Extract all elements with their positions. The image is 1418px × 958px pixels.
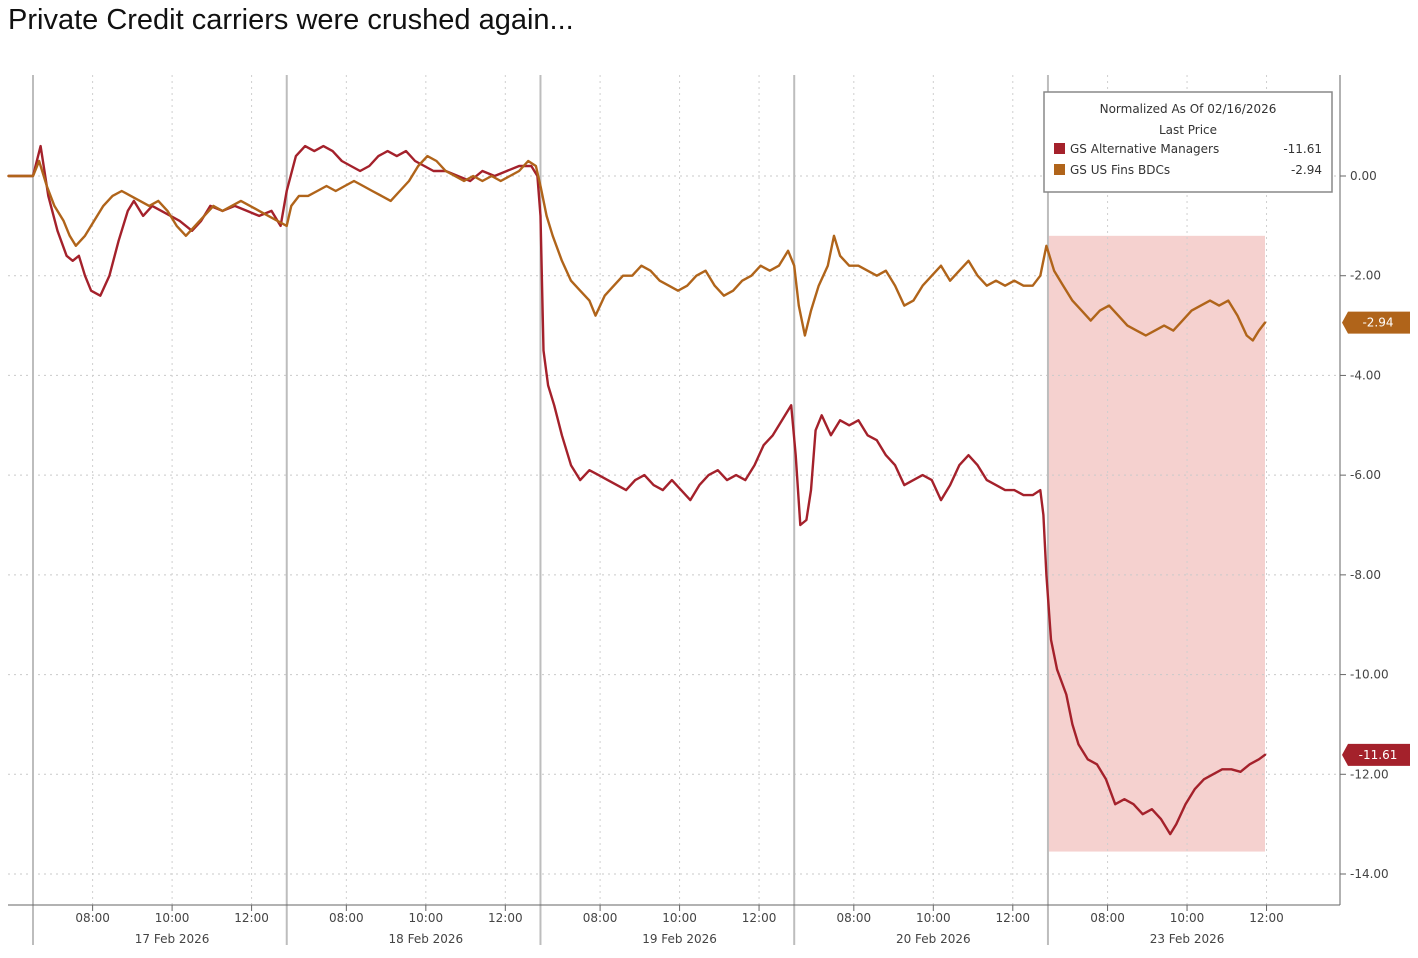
x-tick-label: 08:00	[1090, 911, 1125, 925]
x-tick-label: 10:00	[1170, 911, 1205, 925]
y-tick-label: -6.00	[1350, 468, 1381, 482]
x-tick-label: 08:00	[837, 911, 872, 925]
legend-swatch	[1054, 143, 1065, 154]
legend-series-value: -11.61	[1283, 142, 1322, 156]
x-tick-label: 12:00	[1249, 911, 1284, 925]
y-tick-label: -12.00	[1350, 767, 1389, 781]
last-value-badge	[1342, 743, 1410, 766]
legend-title: Last Price	[1159, 123, 1217, 137]
x-day-label: 20 Feb 2026	[896, 932, 971, 946]
last-value-badge	[1342, 311, 1410, 334]
legend-series-name: GS Alternative Managers	[1070, 142, 1219, 156]
y-tick-label: -2.00	[1350, 269, 1381, 283]
y-tick-label: -4.00	[1350, 368, 1381, 382]
highlight-region-layer	[1047, 235, 1265, 852]
x-tick-label: 12:00	[995, 911, 1030, 925]
last-value-badge-text: -11.61	[1359, 748, 1398, 762]
x-tick-label: 10:00	[662, 911, 697, 925]
legend-swatch	[1054, 164, 1065, 175]
legend-series-name: GS US Fins BDCs	[1070, 163, 1170, 177]
grid-layer	[8, 75, 1340, 945]
last-value-badges: -11.61 -2.94	[1342, 311, 1410, 766]
y-tick-label: 0.00	[1350, 169, 1377, 183]
y-tick-label: -10.00	[1350, 668, 1389, 682]
x-tick-label: 10:00	[155, 911, 190, 925]
x-tick-label: 12:00	[488, 911, 523, 925]
x-tick-label: 12:00	[234, 911, 269, 925]
last-value-badge-text: -2.94	[1362, 316, 1393, 330]
chart-headline: Private Credit carriers were crushed aga…	[8, 4, 574, 36]
axes-layer: 0.00 -2.00 -4.00 -6.00 -8.00 -10.00 -12.00 -14.…	[8, 75, 1389, 946]
y-tick-label: -14.00	[1350, 867, 1389, 881]
x-day-label: 23 Feb 2026	[1150, 932, 1225, 946]
x-day-label: 19 Feb 2026	[642, 932, 717, 946]
x-tick-label: 12:00	[742, 911, 777, 925]
legend: Normalized As Of 02/16/2026 Last Price GS …	[1043, 91, 1333, 193]
x-tick-label: 10:00	[409, 911, 444, 925]
y-tick-label: -8.00	[1350, 568, 1381, 582]
series-layer	[7, 144, 1267, 836]
legend-series-value: -2.94	[1291, 163, 1322, 177]
legend-box	[1043, 91, 1333, 193]
x-tick-label: 08:00	[329, 911, 364, 925]
x-day-label: 17 Feb 2026	[135, 932, 210, 946]
series-line-us-fins-bdcs	[7, 154, 1267, 342]
x-day-label: 18 Feb 2026	[388, 932, 463, 946]
x-tick-label: 10:00	[916, 911, 951, 925]
x-tick-label: 08:00	[583, 911, 618, 925]
legend-title: Normalized As Of 02/16/2026	[1100, 102, 1277, 116]
x-tick-label: 08:00	[75, 911, 110, 925]
highlight-region	[1047, 235, 1265, 852]
